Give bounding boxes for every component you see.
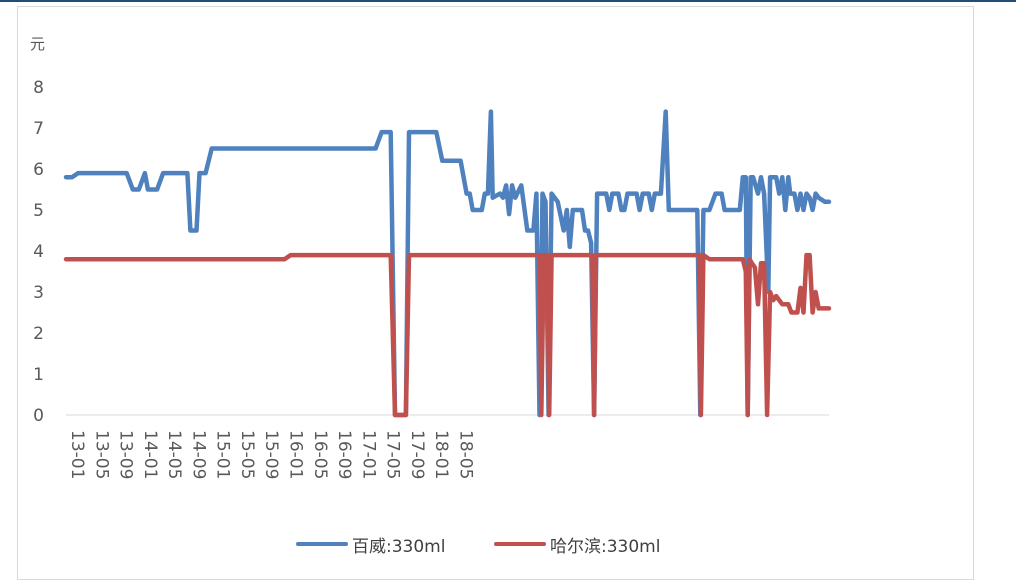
x-tick-label: 18-01 <box>431 430 451 479</box>
y-tick-label: 0 <box>33 406 44 426</box>
top-border-line <box>0 0 1016 2</box>
y-axis-tick-labels: 0 1 2 3 4 5 6 7 8 <box>33 78 44 426</box>
y-tick-label: 2 <box>33 324 44 344</box>
legend-label-harbin: 哈尔滨:330ml <box>550 536 661 557</box>
x-tick-label: 17-01 <box>358 430 378 479</box>
x-tick-label: 13-01 <box>67 430 87 479</box>
y-tick-label: 6 <box>33 160 44 180</box>
x-tick-label: 16-01 <box>286 430 306 479</box>
x-tick-label: 14-09 <box>188 430 208 479</box>
series-line-budweiser <box>63 109 832 418</box>
x-tick-label: 15-09 <box>261 430 281 479</box>
x-tick-label: 14-01 <box>140 430 160 479</box>
x-tick-label: 15-01 <box>213 430 233 479</box>
legend: 百威:330ml 哈尔滨:330ml <box>0 532 1016 557</box>
x-tick-label: 15-05 <box>237 430 257 479</box>
x-axis-tick-labels: 13-01 13-05 13-09 14-01 14-05 14-09 15-01 15-05… <box>67 430 475 479</box>
legend-item-harbin: 哈尔滨:330ml <box>494 532 661 557</box>
x-tick-label: 13-09 <box>116 430 136 479</box>
x-tick-label: 18-05 <box>455 430 475 479</box>
y-tick-label: 7 <box>33 119 44 139</box>
series-line-harbin <box>63 252 832 418</box>
y-axis-label: 元 <box>30 35 45 53</box>
legend-label-budweiser: 百威:330ml <box>352 536 446 557</box>
y-tick-label: 5 <box>33 201 44 221</box>
x-tick-label: 14-05 <box>164 430 184 479</box>
y-tick-label: 3 <box>33 283 44 303</box>
legend-item-budweiser: 百威:330ml <box>296 532 446 557</box>
x-tick-label: 16-05 <box>310 430 330 479</box>
x-tick-label: 13-05 <box>91 430 111 479</box>
legend-swatch-harbin <box>494 542 546 546</box>
x-tick-label: 17-09 <box>407 430 427 479</box>
x-tick-label: 17-05 <box>383 430 403 479</box>
x-tick-label: 16-09 <box>334 430 354 479</box>
legend-swatch-budweiser <box>296 542 348 546</box>
y-tick-label: 8 <box>33 78 44 98</box>
y-tick-label: 1 <box>33 365 44 385</box>
y-tick-label: 4 <box>33 242 44 262</box>
series-lines <box>63 109 832 418</box>
